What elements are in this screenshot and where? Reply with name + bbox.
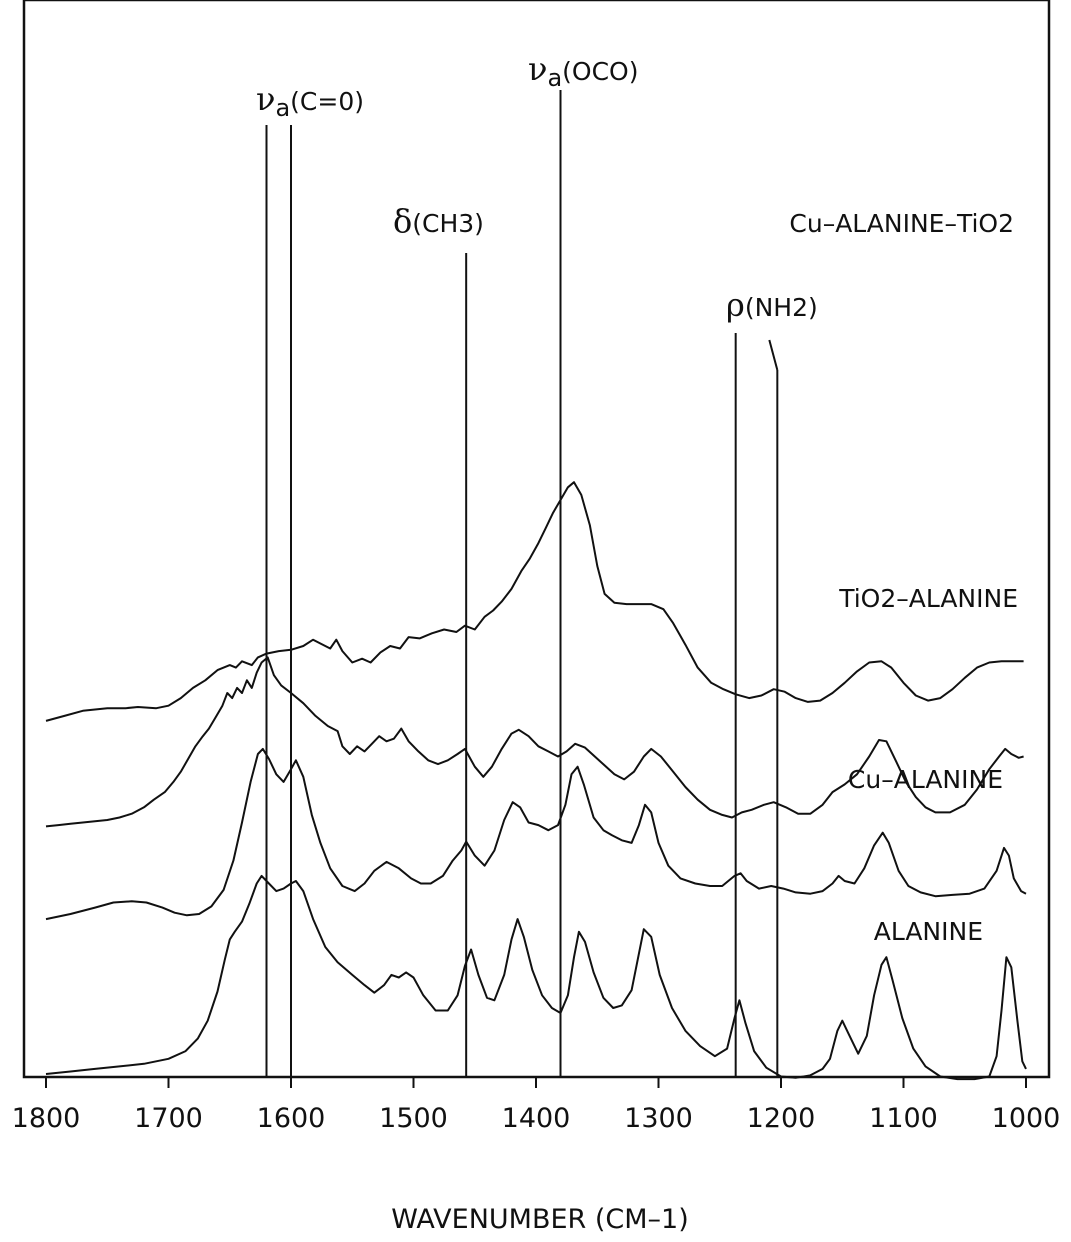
x-tick-label: 1200	[747, 1103, 816, 1134]
x-tick-label: 1000	[992, 1103, 1061, 1134]
series-label-2: TiO2–ALANINE	[838, 584, 1018, 613]
series-labels: Cu–ALANINE–TiO2 TiO2–ALANINE Cu–ALANINE ALA…	[789, 209, 1018, 946]
x-tick-label: 1300	[624, 1103, 693, 1134]
plot-frame	[22, 0, 1051, 1079]
spectrum-line-4	[45, 874, 1027, 1081]
x-tick-label: 1700	[134, 1103, 203, 1134]
x-tick-label: 1400	[502, 1103, 571, 1134]
band-annotations: νa(C=0) νa(OCO) δ(CH3) ρ(NH2)	[256, 50, 818, 324]
band-marker-group	[265, 90, 779, 1077]
band-annotation-label: νa(OCO)	[528, 50, 639, 92]
x-axis-title: WAVENUMBER (CM–1)	[391, 1204, 689, 1235]
band-annotation-label: δ(CH3)	[393, 202, 484, 240]
x-tick-label: 1100	[869, 1103, 938, 1134]
x-axis-ticks: 1800 1700 1600 1500 1400 1300 1200 1100 1000	[12, 1077, 1061, 1134]
x-tick-label: 1600	[257, 1103, 326, 1134]
spectrum-line-1	[45, 481, 1024, 722]
series-label-1: Cu–ALANINE–TiO2	[789, 209, 1014, 238]
spectrum-line-3	[45, 747, 1027, 921]
band-marker-pointer	[768, 339, 779, 371]
x-tick-label: 1800	[12, 1103, 81, 1134]
band-annotation-label: ρ(NH2)	[726, 286, 818, 324]
series-label-4: ALANINE	[874, 917, 983, 946]
band-annotation-label: νa(C=0)	[256, 80, 364, 122]
series-label-3: Cu–ALANINE	[848, 765, 1003, 794]
x-tick-label: 1500	[379, 1103, 448, 1134]
spectrum-line-2	[45, 656, 1024, 828]
